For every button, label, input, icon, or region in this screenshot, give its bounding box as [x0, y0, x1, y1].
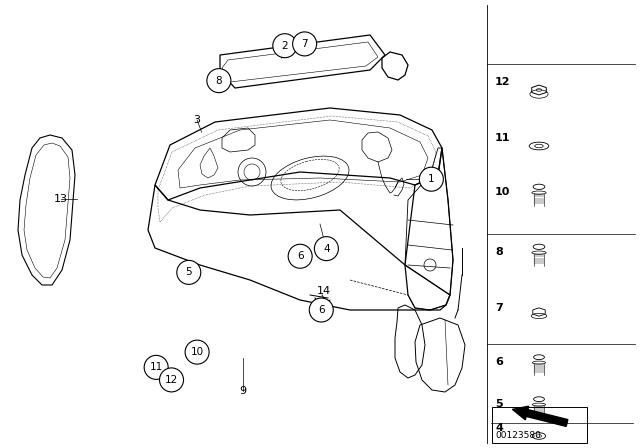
- Text: 00123580: 00123580: [495, 431, 541, 440]
- Text: 8: 8: [495, 247, 503, 257]
- Circle shape: [288, 244, 312, 268]
- Text: 4: 4: [323, 244, 330, 254]
- Circle shape: [309, 298, 333, 322]
- Text: 12: 12: [495, 77, 511, 87]
- Text: 9: 9: [239, 386, 247, 396]
- Circle shape: [159, 368, 184, 392]
- Circle shape: [207, 69, 231, 93]
- Text: 10: 10: [191, 347, 204, 357]
- Text: 6: 6: [297, 251, 303, 261]
- Text: 6: 6: [495, 357, 503, 367]
- Text: 10: 10: [495, 187, 510, 197]
- Circle shape: [185, 340, 209, 364]
- Text: 2: 2: [282, 41, 288, 51]
- Text: 7: 7: [495, 303, 503, 313]
- Text: 5: 5: [186, 267, 192, 277]
- Text: 1: 1: [428, 174, 435, 184]
- Text: 14: 14: [317, 286, 331, 296]
- Text: 12: 12: [165, 375, 178, 385]
- Text: 7: 7: [301, 39, 308, 49]
- Text: 3: 3: [194, 115, 200, 125]
- Circle shape: [144, 355, 168, 379]
- Circle shape: [273, 34, 297, 58]
- Text: 4: 4: [495, 423, 503, 433]
- Text: 5: 5: [495, 399, 502, 409]
- Text: 11: 11: [495, 133, 511, 143]
- Text: 6: 6: [318, 305, 324, 315]
- FancyArrow shape: [513, 406, 568, 426]
- Circle shape: [314, 237, 339, 261]
- Bar: [492, 407, 587, 443]
- Circle shape: [177, 260, 201, 284]
- Text: 13: 13: [54, 194, 68, 204]
- Text: 11: 11: [150, 362, 163, 372]
- Circle shape: [419, 167, 444, 191]
- Text: 8: 8: [216, 76, 222, 86]
- Circle shape: [292, 32, 317, 56]
